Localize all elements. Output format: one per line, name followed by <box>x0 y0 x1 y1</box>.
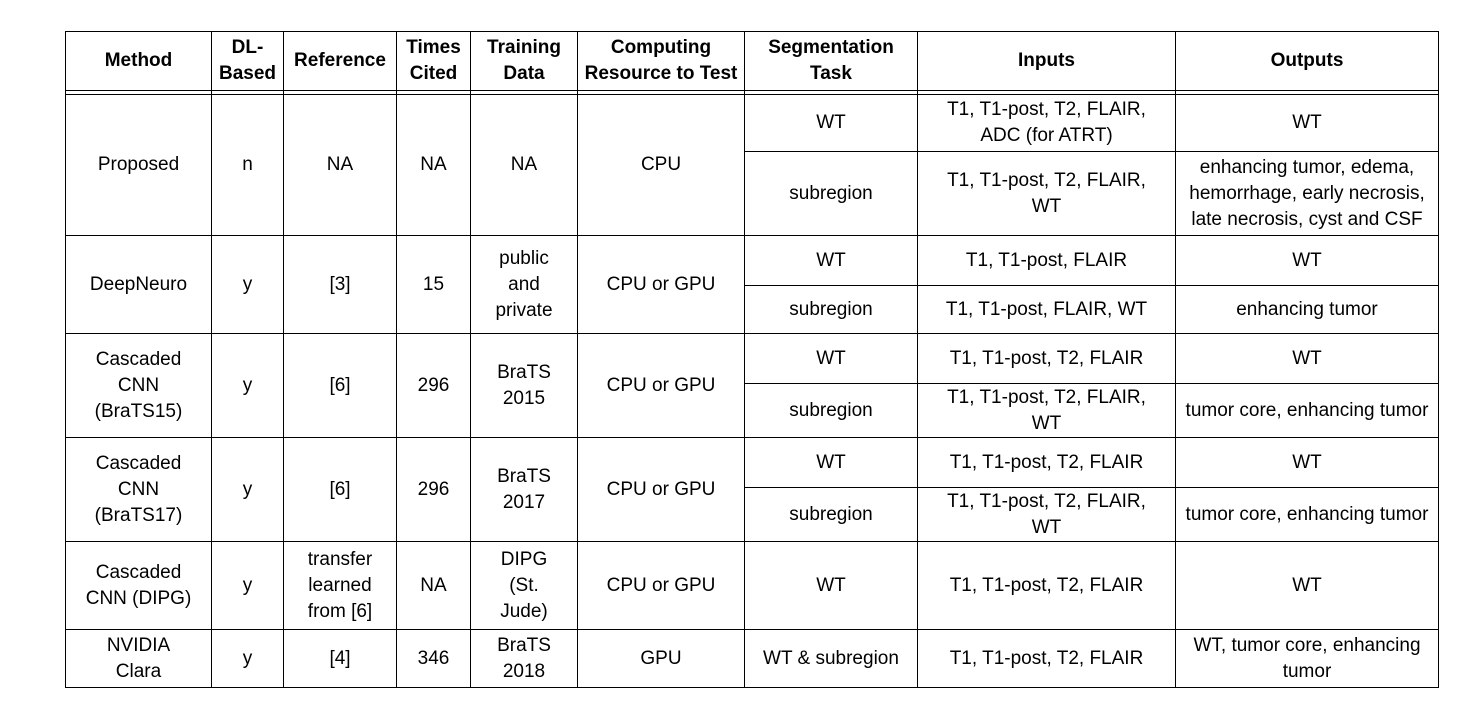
training-data-cell: NA <box>470 94 578 236</box>
dl-based-cell: y <box>211 629 284 688</box>
header-training-data: Training Data <box>470 31 578 91</box>
method-cell: DeepNeuro <box>65 235 212 334</box>
table-row: Cascaded CNN (DIPG) y transfer learned fro… <box>65 541 1439 630</box>
training-data-cell: BraTS 2018 <box>470 629 578 688</box>
times-cited-cell: 296 <box>396 437 471 542</box>
outputs-cell: WT <box>1175 437 1439 488</box>
training-data-cell: BraTS 2017 <box>470 437 578 542</box>
dl-based-cell: y <box>211 437 284 542</box>
outputs-cell: WT <box>1175 94 1439 152</box>
dl-based-cell: y <box>211 541 284 630</box>
computing-cell: CPU or GPU <box>577 333 745 438</box>
outputs-cell: enhancing tumor, edema, hemorrhage, earl… <box>1175 151 1439 236</box>
method-cell: Cascaded CNN (BraTS15) <box>65 333 212 438</box>
task-cell: subregion <box>744 487 918 542</box>
reference-cell: [6] <box>283 437 397 542</box>
outputs-cell: WT, tumor core, enhancing tumor <box>1175 629 1439 688</box>
table-row: DeepNeuro y [3] 15 public and private CPU or … <box>65 235 1439 334</box>
inputs-cell: T1, T1-post, FLAIR, WT <box>917 285 1176 334</box>
header-task: Segmentation Task <box>744 31 918 91</box>
dl-based-cell: y <box>211 235 284 334</box>
times-cited-cell: 296 <box>396 333 471 438</box>
outputs-cell: enhancing tumor <box>1175 285 1439 334</box>
inputs-cell: T1, T1-post, T2, FLAIR <box>917 333 1176 384</box>
table-row: Cascaded CNN (BraTS15) y [6] 296 BraTS 2015 C… <box>65 333 1439 438</box>
header-dl-based: DL- Based <box>211 31 284 91</box>
computing-cell: CPU <box>577 94 745 236</box>
reference-cell: transfer learned from [6] <box>283 541 397 630</box>
table-row: subregion T1, T1-post, T2, FLAIR, WT tumor… <box>66 383 1439 438</box>
header-method: Method <box>65 31 212 91</box>
table-row: subregion T1, T1-post, T2, FLAIR, WT tumor… <box>66 487 1439 542</box>
reference-cell: [4] <box>283 629 397 688</box>
task-cell: WT & subregion <box>744 629 918 688</box>
training-data-cell: BraTS 2015 <box>470 333 578 438</box>
reference-cell: NA <box>283 94 397 236</box>
task-cell: WT <box>744 235 918 286</box>
header-row: Method DL- Based Reference Times Cited Tra… <box>65 31 1439 91</box>
comparison-table-container: Method DL- Based Reference Times Cited Tra… <box>65 31 1439 688</box>
outputs-cell: WT <box>1175 333 1439 384</box>
inputs-cell: T1, T1-post, T2, FLAIR <box>917 437 1176 488</box>
method-cell: Cascaded CNN (DIPG) <box>65 541 212 630</box>
computing-cell: CPU or GPU <box>577 541 745 630</box>
times-cited-cell: 15 <box>396 235 471 334</box>
inputs-cell: T1, T1-post, T2, FLAIR, WT <box>917 151 1176 236</box>
dl-based-cell: y <box>211 333 284 438</box>
table-row: NVIDIA Clara y [4] 346 BraTS 2018 GPU WT & sub… <box>65 629 1439 688</box>
computing-cell: CPU or GPU <box>577 437 745 542</box>
inputs-cell: T1, T1-post, T2, FLAIR <box>917 541 1176 630</box>
task-cell: subregion <box>744 285 918 334</box>
outputs-cell: WT <box>1175 235 1439 286</box>
header-times-cited: Times Cited <box>396 31 471 91</box>
outputs-cell: WT <box>1175 541 1439 630</box>
outputs-cell: tumor core, enhancing tumor <box>1175 383 1439 438</box>
inputs-cell: T1, T1-post, T2, FLAIR, WT <box>917 487 1176 542</box>
inputs-cell: T1, T1-post, T2, FLAIR, ADC (for ATRT) <box>917 94 1176 152</box>
comparison-table: Method DL- Based Reference Times Cited Tra… <box>65 31 1439 688</box>
header-inputs: Inputs <box>917 31 1176 91</box>
task-cell: WT <box>744 541 918 630</box>
times-cited-cell: 346 <box>396 629 471 688</box>
reference-cell: [6] <box>283 333 397 438</box>
computing-cell: CPU or GPU <box>577 235 745 334</box>
header-computing: Computing Resource to Test <box>577 31 745 91</box>
computing-cell: GPU <box>577 629 745 688</box>
table-row: Proposed n NA NA NA CPU WT T1, T1-post, T2, FLA… <box>65 94 1439 236</box>
method-cell: Cascaded CNN (BraTS17) <box>65 437 212 542</box>
reference-cell: [3] <box>283 235 397 334</box>
outputs-cell: tumor core, enhancing tumor <box>1175 487 1439 542</box>
inputs-cell: T1, T1-post, T2, FLAIR <box>917 629 1176 688</box>
header-outputs: Outputs <box>1175 31 1439 91</box>
inputs-cell: T1, T1-post, FLAIR <box>917 235 1176 286</box>
table-row: Cascaded CNN (BraTS17) y [6] 296 BraTS 2017 C… <box>65 437 1439 542</box>
method-cell: NVIDIA Clara <box>65 629 212 688</box>
task-cell: WT <box>744 437 918 488</box>
inputs-cell: T1, T1-post, T2, FLAIR, WT <box>917 383 1176 438</box>
table-row: subregion T1, T1-post, T2, FLAIR, WT enhan… <box>66 151 1439 236</box>
training-data-cell: DIPG (St. Jude) <box>470 541 578 630</box>
times-cited-cell: NA <box>396 541 471 630</box>
header-reference: Reference <box>283 31 397 91</box>
task-cell: WT <box>744 333 918 384</box>
task-cell: subregion <box>744 383 918 438</box>
dl-based-cell: n <box>211 94 284 236</box>
method-cell: Proposed <box>65 94 212 236</box>
training-data-cell: public and private <box>470 235 578 334</box>
task-cell: subregion <box>744 151 918 236</box>
task-cell: WT <box>744 94 918 152</box>
times-cited-cell: NA <box>396 94 471 236</box>
table-body: Proposed n NA NA NA CPU WT T1, T1-post, T2, FLA… <box>65 90 1439 688</box>
